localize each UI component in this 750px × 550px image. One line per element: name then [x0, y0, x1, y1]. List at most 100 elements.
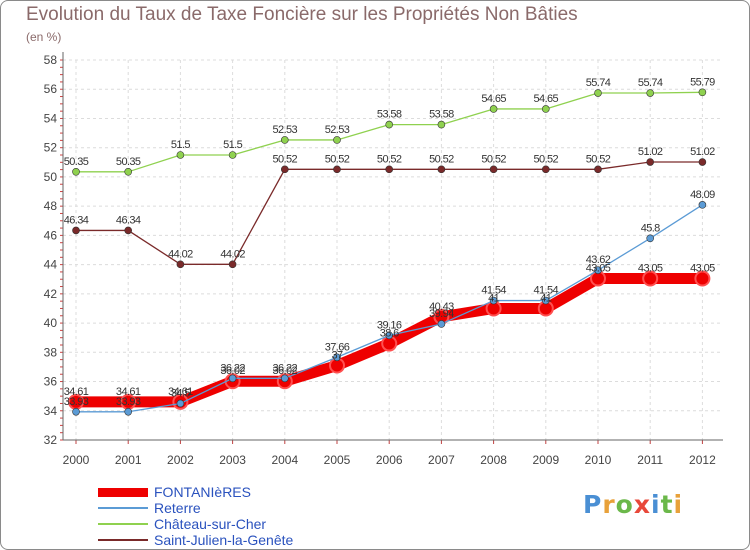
x-tick-label: 2006 — [376, 453, 403, 467]
logo-letter: t — [660, 490, 674, 519]
data-label-chateau-sur-cher: 54.65 — [534, 93, 559, 105]
data-point-chateau-sur-cher — [437, 120, 446, 129]
x-tick-label: 2004 — [271, 453, 298, 467]
data-point-chateau-sur-cher — [176, 151, 185, 159]
y-tick-label: 54 — [44, 111, 58, 125]
y-tick-label: 38 — [44, 345, 58, 359]
logo-letter: i — [673, 490, 684, 519]
x-tick-label: 2007 — [428, 453, 455, 467]
data-point-saint-julien-la-genete — [228, 260, 237, 269]
data-point-chateau-sur-cher — [594, 89, 602, 97]
y-tick-label: 40 — [44, 316, 58, 330]
data-label-chateau-sur-cher: 50.35 — [64, 156, 89, 168]
x-tick-label: 2002 — [167, 453, 194, 467]
legend-swatch — [98, 487, 148, 497]
data-point-reterre — [176, 399, 185, 408]
data-point-saint-julien-la-genete — [333, 165, 341, 174]
chart-title: Evolution du Taux de Taxe Foncière sur l… — [26, 4, 578, 25]
y-tick-label: 36 — [44, 375, 58, 389]
data-label-saint-julien-la-genete: 50.52 — [429, 153, 454, 165]
data-point-saint-julien-la-genete — [594, 165, 602, 174]
data-label-chateau-sur-cher: 54.65 — [481, 93, 506, 105]
data-point-reterre — [72, 407, 80, 416]
x-tick-label: 2012 — [689, 453, 716, 467]
data-label-fontanieres: 34.61 — [64, 386, 89, 398]
data-label-saint-julien-la-genete: 50.52 — [377, 153, 402, 165]
data-label-reterre: 48.09 — [690, 189, 715, 201]
data-label-saint-julien-la-genete: 50.52 — [534, 153, 559, 165]
data-label-chateau-sur-cher: 52.53 — [325, 124, 350, 136]
data-point-chateau-sur-cher — [646, 89, 655, 97]
data-label-fontanieres: 36.02 — [273, 365, 298, 377]
data-label-fontanieres: 41 — [488, 292, 500, 304]
logo-letter: x — [633, 490, 651, 519]
data-point-chateau-sur-cher — [124, 168, 132, 176]
x-tick-label: 2008 — [480, 453, 507, 467]
data-point-chateau-sur-cher — [333, 136, 341, 144]
legend-swatch — [98, 507, 148, 509]
data-label-reterre: 39.16 — [377, 319, 402, 331]
data-point-saint-julien-la-genete — [280, 165, 289, 174]
data-point-saint-julien-la-genete — [489, 165, 498, 174]
data-label-chateau-sur-cher: 50.35 — [116, 156, 141, 168]
legend-swatch — [98, 523, 148, 525]
data-point-saint-julien-la-genete — [124, 226, 132, 235]
data-point-fontanieres — [642, 270, 659, 287]
data-label-saint-julien-la-genete: 50.52 — [273, 153, 298, 165]
y-tick-label: 42 — [44, 287, 58, 301]
data-label-reterre: 34.5 — [171, 387, 190, 399]
data-label-fontanieres: 37 — [331, 349, 343, 361]
y-tick-label: 58 — [44, 53, 58, 67]
data-label-reterre: 41.54 — [481, 285, 506, 297]
legend-swatch — [98, 539, 148, 541]
x-tick-label: 2001 — [115, 453, 142, 467]
data-label-chateau-sur-cher: 53.58 — [377, 109, 402, 121]
data-point-reterre — [333, 353, 341, 362]
data-point-chateau-sur-cher — [489, 105, 498, 113]
logo-letter: r — [602, 490, 616, 519]
data-label-fontanieres: 34.61 — [168, 386, 193, 398]
data-label-chateau-sur-cher: 51.5 — [223, 139, 242, 151]
data-label-saint-julien-la-genete: 51.02 — [690, 146, 715, 158]
legend-label: FONTANIèRES — [154, 484, 251, 500]
legend-label: Château-sur-Cher — [154, 516, 267, 532]
data-label-saint-julien-la-genete: 46.34 — [64, 214, 89, 226]
data-label-reterre: 41.54 — [534, 285, 559, 297]
data-label-fontanieres: 34.61 — [116, 386, 141, 398]
logo-letter: i — [651, 490, 661, 519]
y-tick-label: 32 — [44, 433, 58, 447]
data-point-reterre — [646, 234, 655, 243]
data-label-reterre: 37.66 — [325, 341, 350, 353]
data-label-saint-julien-la-genete: 50.52 — [325, 153, 350, 165]
data-label-reterre: 33.93 — [64, 396, 89, 408]
x-tick-label: 2003 — [219, 453, 246, 467]
data-label-fontanieres: 41 — [540, 292, 552, 304]
logo-letter: P — [583, 490, 603, 519]
chart-subtitle: (en %) — [26, 30, 62, 44]
data-point-reterre — [541, 296, 550, 305]
data-point-saint-julien-la-genete — [437, 165, 446, 174]
data-point-reterre — [594, 266, 602, 274]
legend-label: Reterre — [154, 500, 201, 516]
x-tick-label: 2005 — [324, 453, 351, 467]
data-point-fontanieres — [694, 270, 711, 287]
data-point-reterre — [698, 201, 707, 209]
data-label-chateau-sur-cher: 55.74 — [638, 77, 663, 89]
data-label-reterre: 33.93 — [116, 396, 141, 408]
data-label-fontanieres: 38.6 — [380, 328, 399, 340]
proxiti-logo: Proxiti — [583, 490, 683, 519]
data-point-chateau-sur-cher — [385, 120, 394, 129]
data-point-saint-julien-la-genete — [541, 165, 550, 174]
y-tick-label: 34 — [44, 404, 58, 418]
data-label-chateau-sur-cher: 55.79 — [690, 76, 715, 88]
y-tick-label: 50 — [44, 170, 58, 184]
x-tick-label: 2010 — [585, 453, 612, 467]
data-label-fontanieres: 36.02 — [220, 365, 245, 377]
logo-letter: o — [615, 490, 634, 519]
data-point-reterre — [385, 331, 394, 340]
x-tick-label: 2009 — [532, 453, 559, 467]
data-point-reterre — [489, 296, 498, 305]
data-point-reterre — [437, 320, 446, 328]
data-label-chateau-sur-cher: 53.58 — [429, 109, 454, 121]
data-label-fontanieres: 40.43 — [429, 301, 454, 313]
